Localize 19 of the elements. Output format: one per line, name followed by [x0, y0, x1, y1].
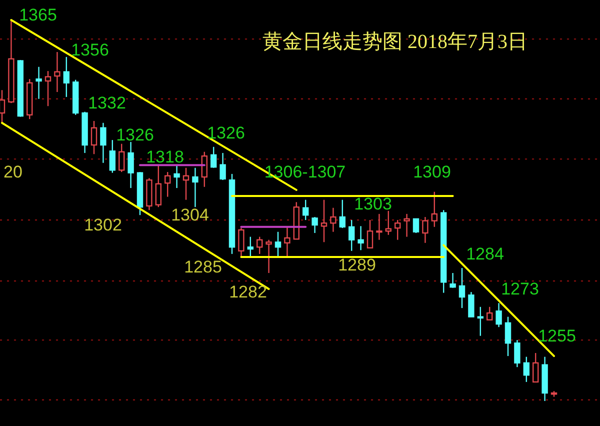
- annotation: 1326: [207, 124, 245, 142]
- annotation: 1303: [354, 194, 392, 214]
- annotation: 1282: [229, 282, 267, 302]
- annotation: 1302: [84, 216, 122, 234]
- annotation: 1332: [88, 94, 126, 112]
- annotation: 1309: [413, 162, 451, 182]
- annotation: 1326: [116, 126, 154, 144]
- annotation: 1304: [171, 206, 209, 224]
- annotation: 20: [4, 162, 22, 182]
- annotation: 1273: [501, 280, 539, 298]
- annotation: 1285: [184, 258, 222, 276]
- annotation: 1318: [146, 148, 184, 166]
- annotation: 1284: [466, 244, 504, 264]
- text: 黄金日线走势图 2018年7月3日: [262, 31, 528, 53]
- annotation: 1356: [71, 40, 109, 60]
- annotation: 1255: [538, 326, 576, 346]
- annotation: 1306-1307: [264, 162, 346, 182]
- annotation: 1289: [338, 256, 376, 274]
- annotation: 1365: [19, 6, 57, 24]
